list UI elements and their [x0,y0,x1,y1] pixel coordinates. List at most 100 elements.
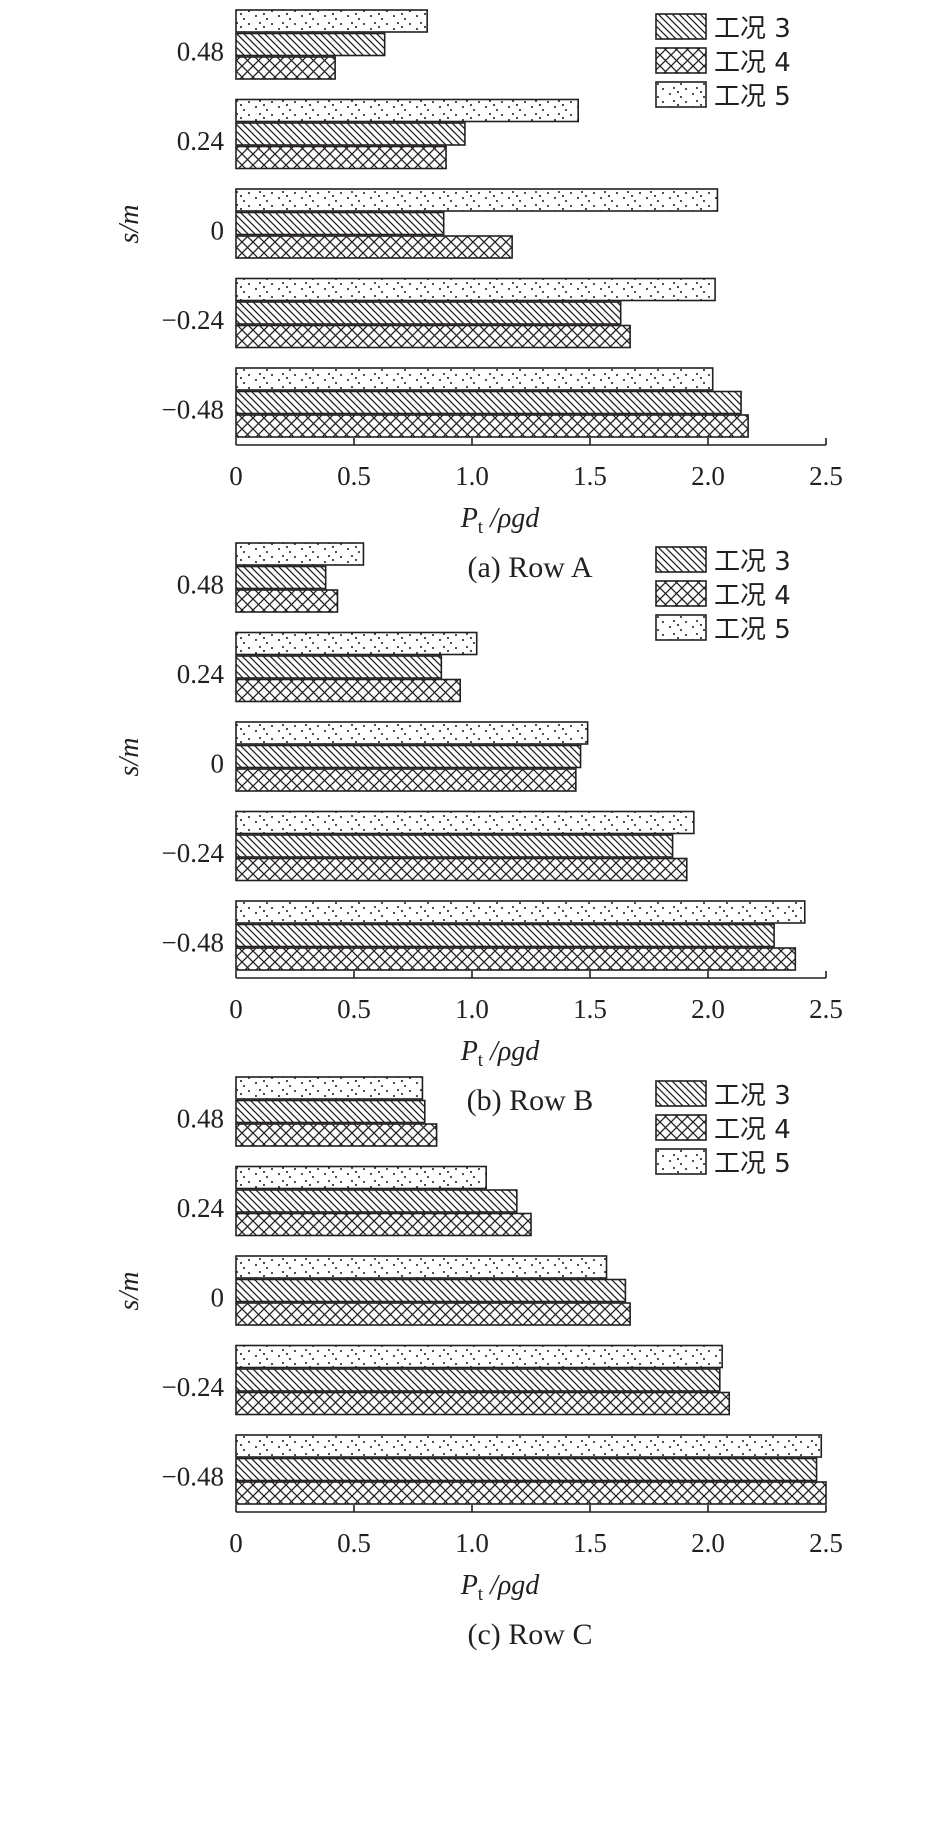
bar-diagonal-hatch-3 [235,211,445,236]
x-tick-label: 1.0 [455,1528,489,1558]
bar-dots-3 [235,721,589,745]
legend-swatch-dots [655,81,707,108]
legend-swatch-dots [655,1148,707,1175]
x-tick-label: 2.0 [691,994,725,1024]
legend-label: 工况 4 [714,581,791,611]
chart-panel-3: 0.48 0.24 0 −0.24 −0.48 0 0.5 1.0 1.5 2.0 2.5 Pt /ρ… [114,1076,843,1651]
y-tick-label: −0.48 [162,394,224,424]
legend-swatch-cross-hatch [655,1114,707,1141]
x-axis-title: Pt /ρgd [460,1036,541,1071]
x-tick-label: 1.5 [573,1528,607,1558]
bar-diagonal-hatch-4 [235,301,622,325]
legend-swatch-dots [655,614,707,641]
bar-diagonal-hatch-5 [235,1457,818,1482]
y-tick-label: 0.48 [177,1103,224,1133]
panel-caption: (b) Row B [467,1084,594,1117]
bar-cross-hatch-5 [235,1481,827,1505]
x-tick-label: 0 [229,461,243,491]
panel-caption: (c) Row C [468,1618,593,1651]
legend: 工况 3 工况 4 工况 5 [655,13,791,112]
bar-cross-hatch-4 [235,324,631,349]
bar-cross-hatch-5 [235,947,797,971]
legend-label: 工况 3 [714,1081,791,1111]
bar-cross-hatch-1 [235,589,339,613]
legend: 工况 3 工况 4 工况 5 [655,1080,791,1179]
bar-cross-hatch-2 [235,145,447,170]
legend-label: 工况 5 [714,1149,791,1179]
bar-dots-3 [235,1255,608,1279]
legend-label: 工况 4 [714,48,791,78]
bar-cross-hatch-4 [235,857,688,882]
legend-label: 工况 3 [714,547,791,577]
x-tick-label: 1.5 [573,994,607,1024]
bar-cross-hatch-2 [235,678,461,703]
x-tick-label: 2.5 [809,461,843,491]
bar-diagonal-hatch-5 [235,923,775,948]
bar-dots-2 [235,1165,487,1190]
y-tick-label: −0.24 [162,1372,225,1402]
bar-diagonal-hatch-2 [235,1189,518,1213]
y-tick-label: 0.48 [177,569,224,599]
legend-swatch-diagonal-hatch [655,546,707,573]
chart-panel-1: 0.48 0.24 0 −0.24 −0.48 0 0.5 1.0 1.5 2.0 2.5 Pt /ρ… [114,9,843,584]
bar-diagonal-hatch-3 [235,1278,627,1303]
y-tick-label: 0 [211,1282,225,1312]
bar-dots-4 [235,810,695,835]
x-axis-title: Pt /ρgd [460,503,541,538]
chart-panels: 0.48 0.24 0 −0.24 −0.48 0 0.5 1.0 1.5 2.0 2.5 Pt /ρ… [114,9,843,1651]
bar-dots-5 [235,367,714,391]
bar-dots-4 [235,1344,723,1369]
bar-cross-hatch-2 [235,1212,532,1237]
legend-swatch-cross-hatch [655,580,707,607]
x-tick-label: 1.0 [455,994,489,1024]
x-tick-label: 2.5 [809,994,843,1024]
legend-label: 工况 3 [714,14,791,44]
bar-dots-2 [235,631,478,656]
bar-diagonal-hatch-2 [235,655,443,679]
y-axis-title: s/m [114,738,145,777]
x-axis-title: Pt /ρgd [460,1570,541,1605]
y-tick-label: 0 [211,748,225,778]
bar-diagonal-hatch-1 [235,1099,426,1124]
bar-cross-hatch-1 [235,1123,438,1147]
y-axis-title: s/m [114,205,145,244]
bar-diagonal-hatch-4 [235,834,674,858]
x-tick-label: 1.0 [455,461,489,491]
x-tick-label: 2.0 [691,461,725,491]
bar-dots-3 [235,188,719,212]
x-tick-label: 0 [229,1528,243,1558]
legend: 工况 3 工况 4 工况 5 [655,546,791,645]
bar-cross-hatch-3 [235,235,513,259]
chart-panel-2: 0.48 0.24 0 −0.24 −0.48 0 0.5 1.0 1.5 2.0 2.5 Pt /ρ… [114,542,843,1117]
legend-swatch-cross-hatch [655,47,707,74]
bar-cross-hatch-1 [235,56,336,80]
bar-dots-1 [235,1076,424,1100]
bar-dots-1 [235,9,428,33]
legend-swatch-diagonal-hatch [655,13,707,40]
bar-diagonal-hatch-5 [235,390,742,415]
x-tick-label: 0.5 [337,1528,371,1558]
bar-cross-hatch-4 [235,1391,731,1416]
y-tick-label: 0.48 [177,36,224,66]
y-axis-title: s/m [114,1272,145,1311]
x-tick-label: 0.5 [337,461,371,491]
y-tick-label: 0.24 [177,1193,225,1223]
legend-label: 工况 5 [714,82,791,112]
bar-diagonal-hatch-2 [235,122,466,146]
legend-label: 工况 4 [714,1115,791,1145]
bar-dots-5 [235,900,806,924]
y-tick-label: 0.24 [177,659,225,689]
y-tick-label: 0.24 [177,126,225,156]
x-tick-label: 2.0 [691,1528,725,1558]
legend-swatch-diagonal-hatch [655,1080,707,1107]
x-tick-label: 1.5 [573,461,607,491]
x-tick-label: 0.5 [337,994,371,1024]
y-tick-label: 0 [211,215,225,245]
x-tick-label: 2.5 [809,1528,843,1558]
y-tick-label: −0.48 [162,1461,224,1491]
x-tick-label: 0 [229,994,243,1024]
bar-dots-4 [235,277,716,302]
bar-cross-hatch-3 [235,768,577,792]
y-tick-label: −0.48 [162,927,224,957]
bar-dots-2 [235,98,580,123]
